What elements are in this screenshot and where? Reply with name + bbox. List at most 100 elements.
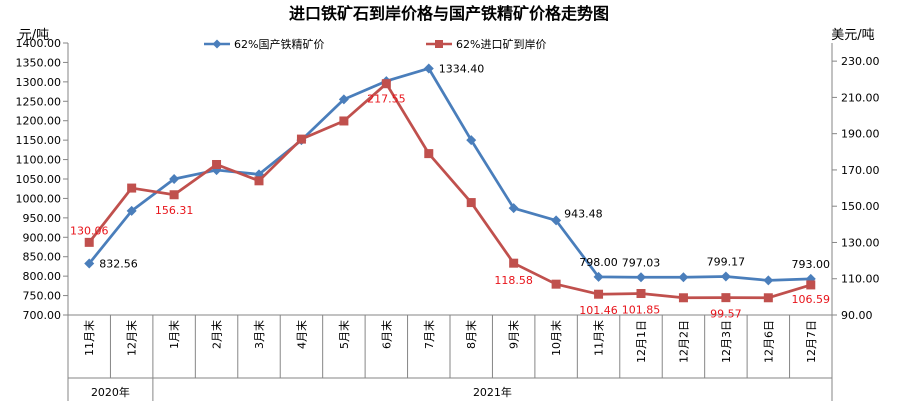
chart-title: 进口铁矿石到岸价格与国产铁精矿价格走势图 [289, 4, 609, 23]
legend-entry-1: 62%国产铁精矿价 [234, 37, 324, 51]
x-tick-label: 2月末 [210, 320, 224, 349]
left-tick-label: 850.00 [23, 251, 62, 264]
data-point-diamond [169, 174, 180, 184]
x-tick-label: 12月6日 [762, 320, 775, 363]
x-tick-label: 9月末 [507, 320, 521, 349]
data-point-square [466, 198, 476, 208]
data-point-square [127, 183, 137, 193]
data-label: 106.59 [792, 293, 831, 306]
data-point-diamond [338, 94, 349, 105]
series-line-1 [88, 67, 811, 282]
x-tick-label: 12月3日 [720, 320, 733, 363]
legend-marker-square [435, 40, 443, 48]
data-label: 118.58 [494, 274, 533, 287]
data-point-square [551, 279, 561, 289]
data-point-square [806, 280, 816, 290]
axes: 700.00 750.00 800.00 850.00 900.00 950.00 1000… [16, 37, 880, 401]
data-label: 99.57 [710, 308, 742, 321]
data-point-diamond [593, 271, 604, 282]
data-label: 101.46 [579, 304, 618, 317]
data-label: 130.06 [70, 224, 109, 237]
right-tick-label: 150.00 [841, 200, 880, 213]
data-label: 943.48 [564, 207, 603, 220]
data-point-diamond [551, 215, 562, 226]
x-tick-label: 12月末 [125, 320, 139, 356]
data-point-diamond [126, 205, 137, 216]
x-tick-label: 5月末 [337, 320, 351, 349]
legend-marker-diamond [212, 39, 222, 49]
left-tick-label: 1200.00 [16, 115, 62, 128]
data-point-square [254, 176, 264, 186]
series-line-2 [88, 82, 812, 300]
data-point-square [296, 134, 306, 144]
right-tick-label: 210.00 [841, 91, 880, 104]
data-point-square [763, 293, 773, 303]
x-tick-label: 12月2日 [677, 320, 690, 363]
left-tick-label: 1100.00 [16, 154, 62, 167]
data-label: 156.31 [155, 204, 194, 217]
data-point-square [636, 289, 646, 299]
x-tick-label: 12月1日 [635, 320, 648, 363]
left-tick-label: 1350.00 [16, 56, 62, 69]
series-layer [84, 63, 816, 303]
left-tick-label: 800.00 [23, 270, 62, 283]
data-label: 832.56 [99, 257, 138, 270]
data-point-square [381, 79, 391, 89]
data-label: 217.55 [367, 93, 406, 106]
left-tick-label: 900.00 [23, 231, 62, 244]
data-point-square [84, 237, 94, 247]
left-tick-label: 1300.00 [16, 76, 62, 89]
legend: 62%国产铁精矿价 62%进口矿到岸价 [204, 37, 546, 51]
data-label: 793.00 [792, 258, 831, 271]
x-tick-label: 7月末 [422, 320, 436, 349]
right-tick-label: 230.00 [841, 55, 880, 68]
left-tick-label: 1000.00 [16, 192, 62, 205]
right-axis-unit: 美元/吨 [831, 28, 874, 43]
left-tick-label: 950.00 [23, 212, 62, 225]
data-point-diamond [678, 272, 689, 283]
data-point-diamond [466, 135, 477, 146]
x-tick-label: 3月末 [252, 320, 266, 349]
data-point-square [169, 190, 179, 200]
x-tick-label: 8月末 [464, 320, 478, 349]
right-tick-label: 110.00 [841, 273, 880, 286]
data-label: 101.85 [622, 304, 661, 317]
right-tick-label: 130.00 [841, 236, 880, 249]
left-tick-label: 1400.00 [16, 37, 62, 50]
data-point-diamond [720, 271, 731, 282]
left-tick-label: 1050.00 [16, 173, 62, 186]
right-tick-label: 170.00 [841, 164, 880, 177]
left-tick-label: 1250.00 [16, 95, 62, 108]
data-point-diamond [636, 272, 646, 283]
x-tick-label: 12月7日 [805, 320, 818, 363]
data-point-diamond [84, 258, 95, 269]
data-point-diamond [763, 275, 774, 286]
left-tick-label: 1150.00 [16, 134, 62, 147]
x-tick-label: 11月末 [592, 320, 606, 356]
x-tick-label: 6月末 [379, 320, 393, 349]
data-point-square [212, 159, 222, 169]
year-group-label: 2021年 [473, 385, 512, 399]
left-axis-unit: 元/吨 [19, 28, 49, 43]
legend-entry-2: 62%进口矿到岸价 [456, 38, 546, 51]
year-group-label: 2020年 [91, 385, 130, 399]
data-point-square [339, 116, 349, 126]
x-tick-label: 1月末 [167, 320, 181, 349]
data-point-diamond [508, 203, 519, 214]
data-labels: 832.56 1334.40 943.48 798.00 797.03 799.17 793… [70, 62, 830, 320]
left-tick-label: 750.00 [23, 290, 62, 303]
data-label: 1334.40 [439, 62, 485, 75]
data-label: 799.17 [707, 255, 746, 268]
x-tick-label: 4月末 [294, 320, 308, 349]
right-tick-label: 90.00 [841, 309, 873, 322]
right-tick-label: 190.00 [841, 128, 880, 141]
data-point-square [721, 293, 731, 303]
data-point-square [509, 258, 519, 268]
data-label: 798.00 [579, 256, 618, 269]
data-point-square [594, 289, 604, 299]
data-point-square [678, 293, 688, 303]
left-tick-label: 700.00 [23, 309, 62, 322]
data-point-diamond [423, 63, 434, 74]
x-tick-label: 10月末 [549, 320, 563, 356]
